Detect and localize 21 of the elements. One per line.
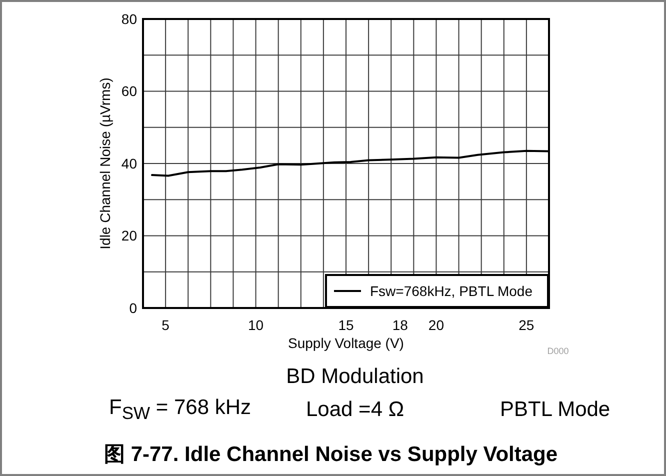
x-tick-label: 18	[392, 316, 408, 333]
y-tick-label: 60	[121, 83, 138, 100]
text: F$_{SW}$ = 768 kHz	[109, 396, 252, 424]
y-tick-label: 0	[129, 300, 138, 316]
text: BD Modulation	[286, 365, 424, 389]
x-tick-label: 20	[428, 316, 444, 333]
x-axis-title: Supply Voltage (V)	[288, 335, 404, 351]
line-series	[151, 150, 549, 177]
x-tick-label: 15	[338, 316, 354, 333]
x-tick-label: 5	[162, 316, 170, 333]
legend-label: Fsw=768kHz, PBTL Mode	[370, 283, 532, 299]
y-tick-label: 40	[121, 155, 138, 172]
text: PBTL Mode	[500, 398, 610, 422]
x-tick-label: 10	[248, 316, 264, 333]
y-axis-title: Idle Channel Noise (µVrms)	[97, 78, 113, 250]
y-tick-label: 20	[121, 228, 138, 244]
text: 图 7-77. Idle Channel Noise vs Supply Voltage	[104, 442, 558, 468]
x-tick-label: 25	[518, 316, 534, 333]
y-tick-label: 80	[121, 10, 138, 27]
text: Load =4 Ω	[306, 398, 404, 422]
text: D000	[547, 346, 569, 356]
